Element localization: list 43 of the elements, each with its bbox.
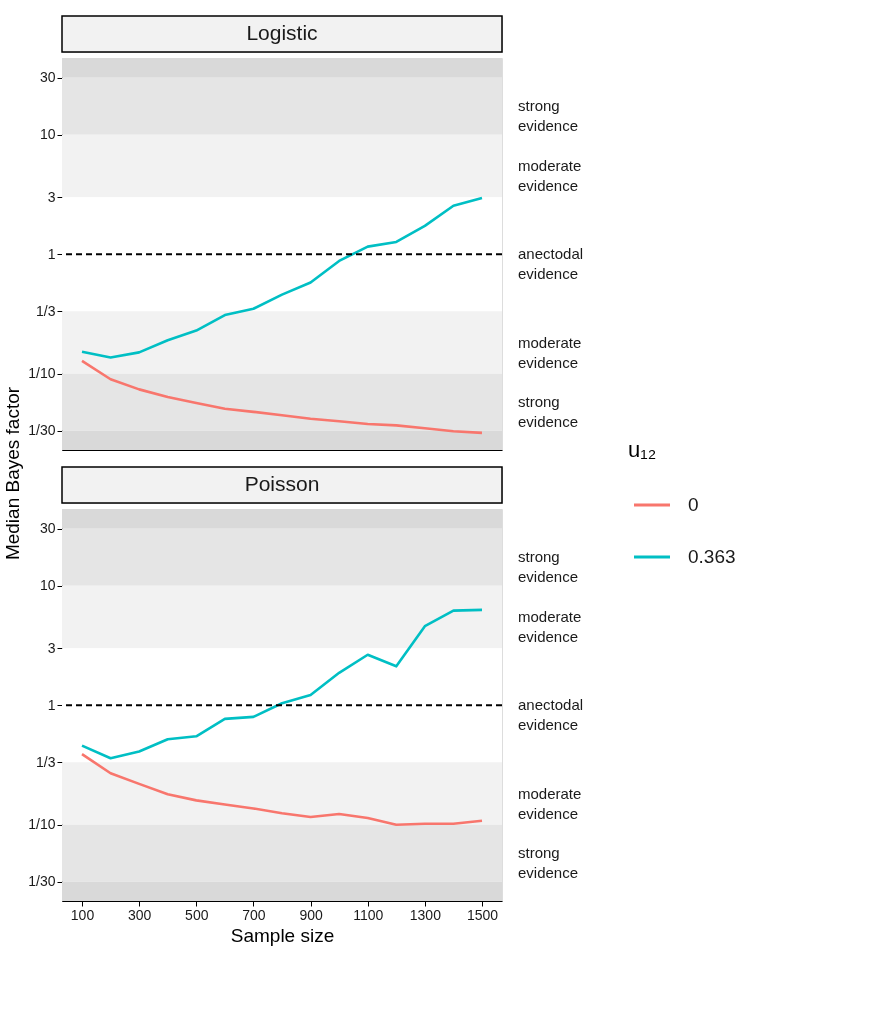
y-tick-label: 30	[39, 520, 56, 537]
band-label: strong evidence	[518, 97, 579, 135]
y-axis-title: Median Bayes factor	[2, 386, 23, 561]
band-label: strong evidence	[518, 548, 579, 586]
chart-title: Logistic	[246, 21, 318, 44]
y-tick-label: 30	[39, 69, 56, 86]
band-label: strong evidence	[518, 393, 579, 431]
x-tick-label: 300	[127, 906, 152, 923]
y-tick-label: 1/10	[28, 365, 56, 382]
x-tick-label: 900	[299, 906, 323, 923]
y-tick-label: 3	[47, 188, 56, 205]
line-series	[80, 196, 484, 359]
x-tick-label: 700	[242, 906, 266, 923]
band-label: moderate evidence	[518, 608, 582, 646]
band-label: anectodal evidence	[518, 696, 584, 734]
legend-title: u₁₂	[628, 437, 657, 462]
y-tick-label: 10	[39, 126, 56, 143]
line-series	[80, 359, 484, 435]
y-tick-label: 1/3	[36, 302, 56, 319]
x-tick-label: 500	[185, 906, 209, 923]
y-tick-label: 1/30	[28, 873, 56, 890]
chart-title: Poisson	[244, 472, 320, 495]
y-tick-label: 3	[47, 639, 56, 656]
x-tick-label: 1300	[409, 906, 442, 923]
band-label: moderate evidence	[518, 784, 582, 822]
band-label: anectodal evidence	[518, 245, 584, 283]
y-tick-label: 1/10	[28, 816, 56, 833]
x-tick-label: 1500	[466, 906, 499, 923]
x-axis-title: Sample size	[230, 924, 335, 946]
line-series	[80, 608, 484, 760]
legend-label: 0	[688, 494, 699, 515]
line-series	[80, 752, 484, 827]
legend-label: 0.363	[688, 546, 736, 567]
y-tick-label: 10	[39, 577, 56, 594]
x-tick-label: 1100	[353, 906, 384, 923]
y-tick-label: 1/3	[36, 753, 56, 770]
band-label: moderate evidence	[518, 157, 582, 195]
y-tick-label: 1	[47, 245, 56, 262]
band-label: moderate evidence	[518, 333, 582, 371]
x-tick-label: 100	[70, 906, 95, 923]
y-tick-label: 1	[47, 696, 56, 713]
y-tick-label: 1/30	[28, 422, 56, 439]
band-label: strong evidence	[518, 844, 579, 882]
